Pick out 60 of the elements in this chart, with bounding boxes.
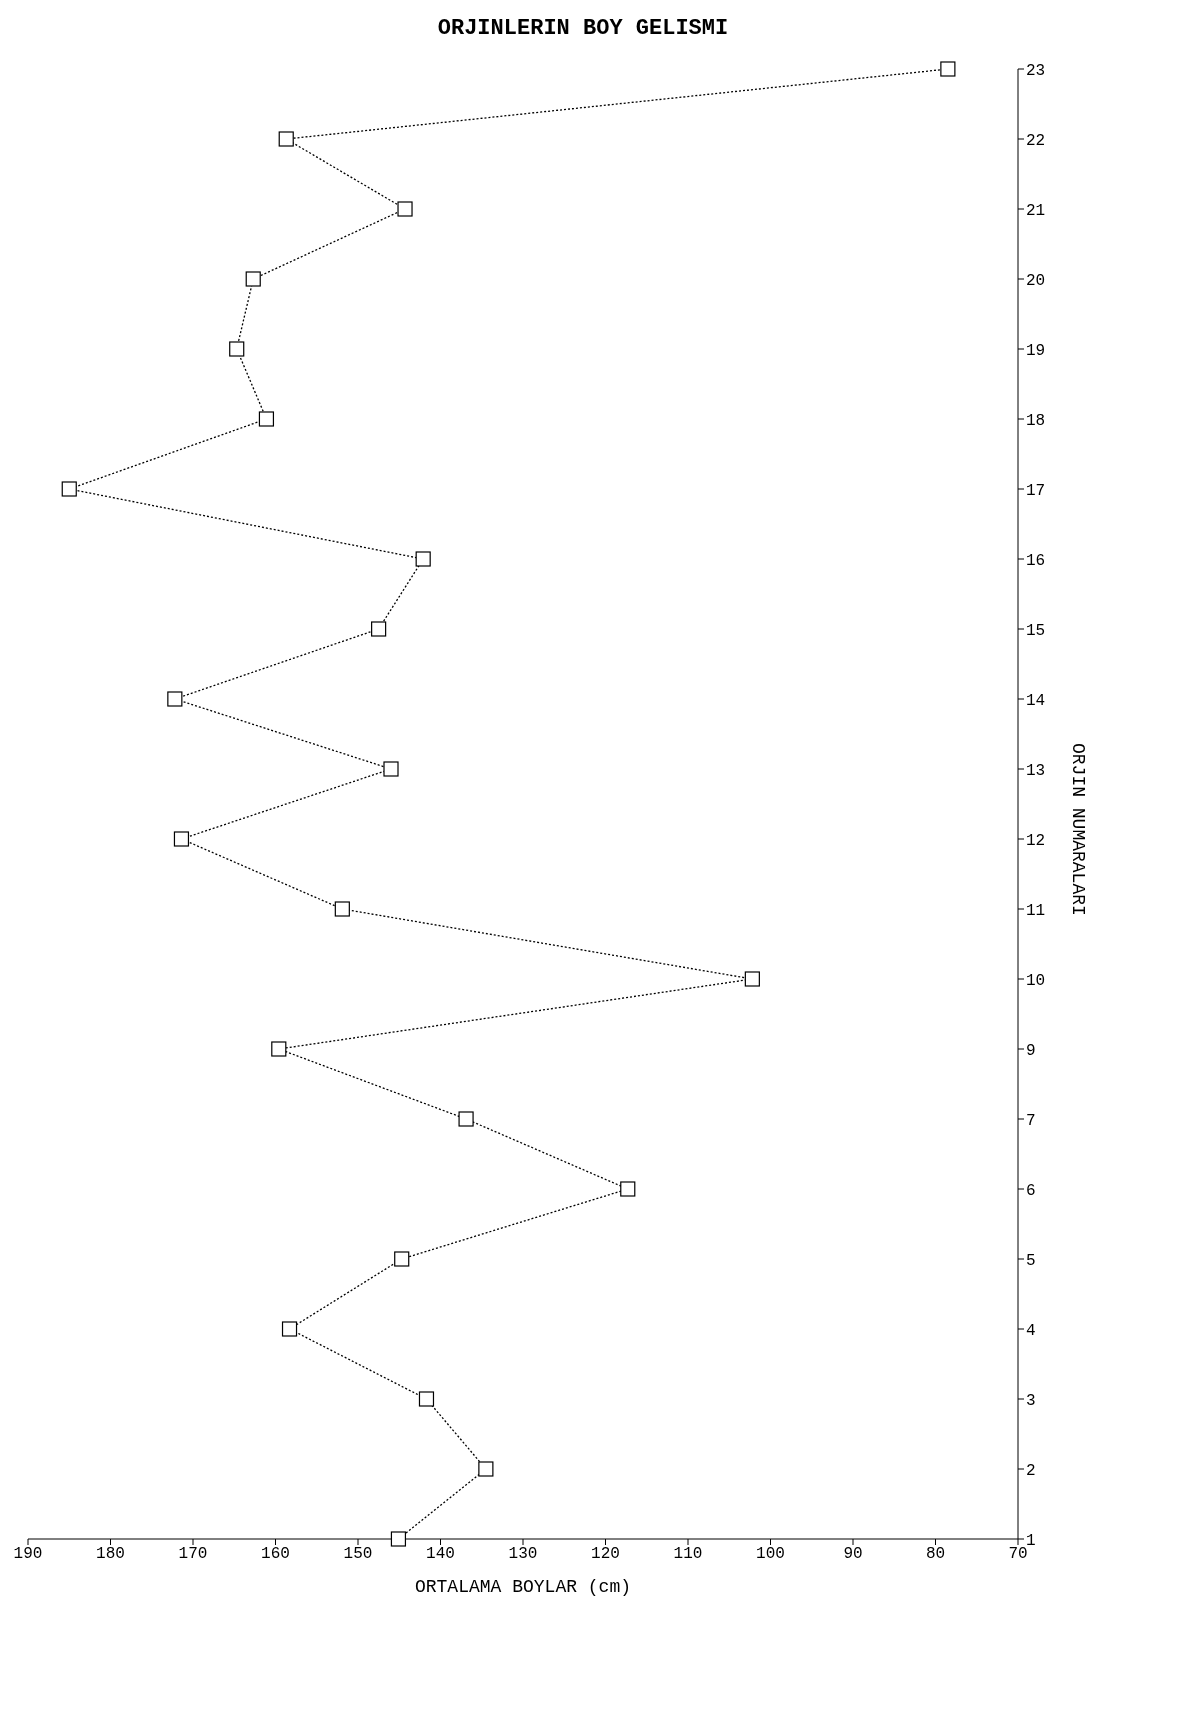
x-tick-label: 90 [843,1545,863,1564]
point [415,551,431,567]
x-tick-label: 170 [178,1545,208,1564]
y-tick-label: 14 [1026,691,1046,710]
y-tick-label: 18 [1026,411,1046,430]
point [418,1391,435,1407]
x-tick-label: 110 [673,1545,703,1564]
y-tick-label: 19 [1026,341,1046,360]
point [478,1461,494,1477]
x-tick-label: 150 [343,1545,373,1564]
point [458,1111,474,1127]
point [61,481,77,497]
x-tick-label: 180 [96,1545,125,1564]
point [281,1321,298,1337]
point [371,621,387,637]
y-tick-label: 22 [1026,131,1046,150]
point [271,1041,287,1057]
x-tick-label: 130 [508,1545,538,1564]
y-tick-label: 15 [1026,621,1046,640]
point [397,201,413,217]
point [744,971,760,987]
point [258,411,275,427]
x-tick-label: 120 [591,1545,620,1564]
y-tick-label: 1 [1026,1531,1036,1550]
y-tick-label: 9 [1026,1041,1036,1060]
point [940,61,956,77]
x-tick-label: 160 [261,1545,290,1564]
y-tick-label: 16 [1026,551,1046,570]
point [278,131,294,147]
y-tick-label: 7 [1026,1111,1036,1130]
x-axis-title: ORTALAMA BOYLAR (cm) [414,1576,632,1597]
y-tick-label: 13 [1026,761,1046,780]
y-tick-label: 17 [1026,481,1046,500]
y-tick-label: 11 [1026,901,1046,920]
y-tick-label: 2 [1026,1461,1036,1480]
y-tick-label: 6 [1026,1181,1036,1200]
y-tick-label: 10 [1026,971,1046,990]
x-tick-label: 70 [1008,1545,1028,1564]
y-axis-title: ORJIN NUMARALARI [1068,742,1088,916]
point [390,1531,407,1547]
y-tick-label: 23 [1026,61,1046,80]
chart-title: ORJINLERIN BOY GELISMI [436,15,730,43]
x-tick-label: 100 [756,1545,785,1564]
y-tick-label: 12 [1026,831,1046,850]
point [229,341,245,357]
point [334,901,350,917]
x-tick-label: 190 [13,1545,43,1564]
point [620,1181,636,1197]
y-tick-label: 20 [1026,271,1046,290]
point [167,691,183,707]
x-tick-label: 80 [925,1545,946,1564]
y-tick-label: 3 [1026,1391,1036,1410]
y-tick-label: 4 [1026,1321,1036,1340]
point [173,831,190,847]
point [245,271,261,287]
y-tick-label: 5 [1026,1251,1036,1270]
point [383,761,399,777]
x-tick-label: 140 [426,1545,455,1564]
y-tick-label: 21 [1026,201,1046,220]
point [394,1251,410,1267]
